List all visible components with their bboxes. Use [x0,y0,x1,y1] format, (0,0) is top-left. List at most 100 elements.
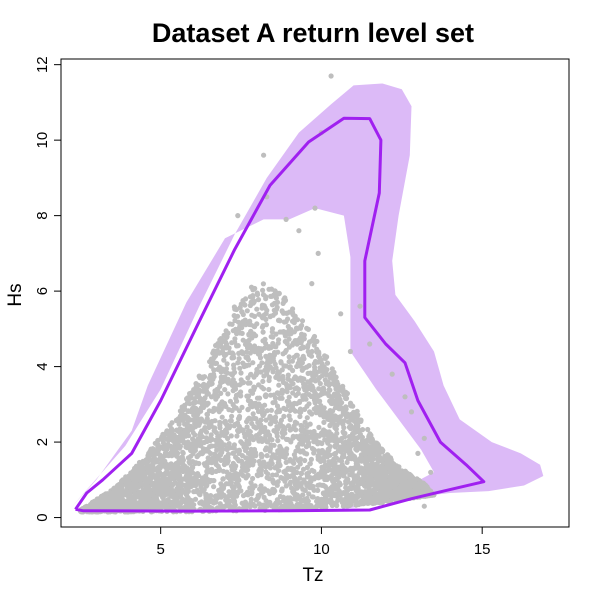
scatter-point [167,422,173,428]
scatter-point [245,406,251,412]
scatter-point [302,457,308,464]
scatter-point [267,465,273,471]
scatter-point [300,439,306,445]
scatter-point [282,426,288,432]
scatter-point [304,344,311,350]
scatter-point [203,429,210,435]
scatter-point [301,395,307,401]
scatter-point [192,496,199,502]
scatter-point [309,387,315,393]
scatter-point [123,479,129,485]
scatter-point [390,493,396,499]
scatter-point [238,393,244,399]
scatter-point [207,438,213,444]
scatter-point [341,490,347,496]
scatter-point [268,286,275,292]
chart-title: Dataset A return level set [152,18,474,48]
scatter-point [276,461,282,467]
scatter-point [175,441,181,448]
scatter-point [191,400,197,406]
x-tick-label: 15 [474,541,491,558]
scatter-point [334,430,340,436]
scatter-point [236,423,242,429]
scatter-point [228,371,234,377]
scatter-point [185,415,191,421]
scatter-point [298,422,304,429]
scatter-point [322,437,328,443]
scatter-point [116,494,122,500]
scatter-point [214,447,220,453]
scatter-point [231,442,237,448]
scatter-point [272,415,278,421]
scatter-point [279,309,285,315]
scatter-point [353,495,359,501]
scatter-point [180,449,186,455]
scatter-point [326,382,332,388]
scatter-point [266,386,272,393]
scatter-point [233,392,240,398]
scatter-point [421,503,427,509]
scatter-point [232,339,238,345]
scatter-point [235,343,241,349]
scatter-point [294,326,300,332]
scatter-point [211,374,217,380]
scatter-point [161,492,167,498]
scatter-point [247,302,253,309]
scatter-point [324,492,330,498]
scatter-point [269,355,275,361]
scatter-point [220,350,226,356]
scatter-point [349,454,355,460]
scatter-point [340,410,346,416]
scatter-point [254,395,261,401]
scatter-point [383,477,389,483]
scatter-point [406,483,412,489]
scatter-point [232,384,238,390]
scatter-point [264,361,270,367]
scatter-point [205,418,211,425]
scatter-point [341,473,347,479]
scatter-point [231,365,237,372]
scatter-point [202,425,208,431]
scatter-point [271,349,278,356]
scatter-point [283,363,289,369]
scatter-point [314,498,320,504]
scatter-point [281,413,287,419]
scatter-point [253,453,259,459]
scatter-point [368,473,374,479]
scatter-point [228,463,235,469]
scatter-point [187,471,193,477]
scatter-point [285,372,291,378]
scatter-point [365,426,371,433]
scatter-point [261,494,267,500]
scatter-point [274,390,280,396]
scatter-point [247,350,253,356]
scatter-point [350,403,356,409]
scatter-point [311,342,317,348]
scatter-point [179,404,185,410]
scatter-point [349,436,355,442]
scatter-point [306,491,312,497]
scatter-point [263,296,269,302]
scatter-point [253,425,259,431]
scatter-point [250,475,256,482]
scatter-point [261,152,267,158]
scatter-point [164,462,170,468]
scatter-point [247,435,253,441]
scatter-point [212,425,218,431]
scatter-point [316,368,322,374]
scatter-point [332,476,338,482]
scatter-point [246,457,252,463]
scatter-point [139,461,145,467]
scatter-point [222,387,228,393]
scatter-point [143,457,149,463]
scatter-point [185,439,191,445]
scatter-point [319,364,325,371]
scatter-point [332,382,339,388]
scatter-point [224,430,230,436]
scatter-point [347,502,353,508]
scatter-point [297,398,303,404]
scatter-point [216,467,222,474]
scatter-point [238,370,244,376]
scatter-point [274,433,280,439]
scatter-point [258,422,264,428]
